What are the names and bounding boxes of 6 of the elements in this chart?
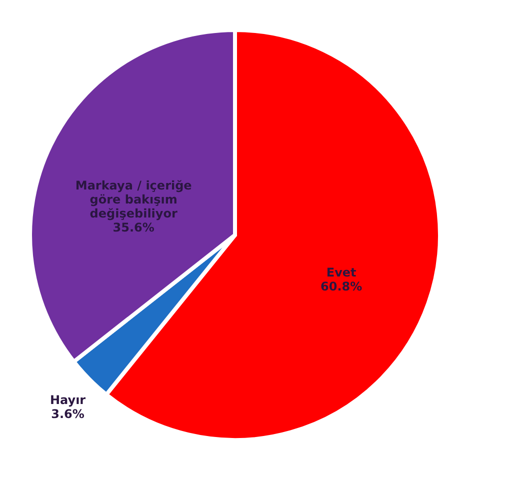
slice-label: Evet <box>326 266 357 280</box>
data-label: 35.6% <box>112 220 154 235</box>
slice-label: Hayır <box>50 393 86 408</box>
data-label: 60.8% <box>320 280 362 294</box>
slice-label: Markaya / içeriğe göre bakışım değişebiliyor <box>75 178 192 221</box>
data-label: 3.6% <box>51 407 84 422</box>
